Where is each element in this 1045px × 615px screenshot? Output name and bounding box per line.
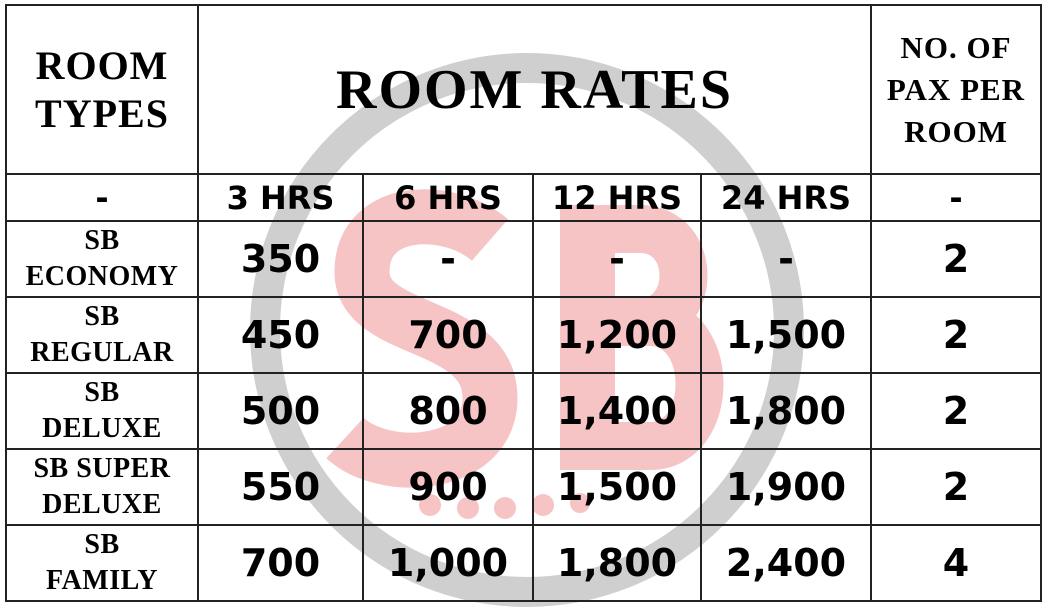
rate-cell: 900 (362, 448, 534, 526)
pax-cell: 2 (870, 448, 1042, 526)
room-rates-table: ROOM TYPES ROOM RATES NO. OF PAX PER ROO… (5, 4, 1042, 602)
rate-cell: - (362, 220, 534, 298)
rate-cell: 1,500 (700, 296, 872, 374)
subheader-pax: - (870, 173, 1042, 222)
table-row: SB SUPER DELUXE 550 900 1,500 1,900 2 (5, 448, 1042, 526)
room-type-name: SB ECONOMY (5, 220, 199, 298)
rate-cell: 1,800 (700, 372, 872, 450)
room-type-line1: SB (84, 377, 120, 408)
table-row: SB DELUXE 500 800 1,400 1,800 2 (5, 372, 1042, 450)
rate-cell: 800 (362, 372, 534, 450)
rate-cell: 500 (197, 372, 364, 450)
subheader-6hrs: 6 HRS (362, 173, 534, 222)
rate-cell: 1,400 (532, 372, 702, 450)
rate-cell: 350 (197, 220, 364, 298)
room-type-line1: SB (84, 225, 120, 256)
rate-cell: 550 (197, 448, 364, 526)
header-pax-per-room: NO. OF PAX PER ROOM (870, 4, 1042, 175)
rate-cell: - (700, 220, 872, 298)
room-type-line2: DELUXE (42, 489, 162, 520)
room-type-name: SB FAMILY (5, 524, 199, 602)
rate-cell: 1,200 (532, 296, 702, 374)
rate-cell: 2,400 (700, 524, 872, 602)
subheader-24hrs: 24 HRS (700, 173, 872, 222)
subheader-room-types: - (5, 173, 199, 222)
room-type-name: SB REGULAR (5, 296, 199, 374)
subheader-3hrs: 3 HRS (197, 173, 364, 222)
pax-cell: 2 (870, 220, 1042, 298)
room-type-line2: FAMILY (46, 565, 158, 596)
pax-cell: 4 (870, 524, 1042, 602)
rate-cell: 700 (197, 524, 364, 602)
pax-cell: 2 (870, 296, 1042, 374)
rate-cell: 1,900 (700, 448, 872, 526)
header-room-rates: ROOM RATES (197, 4, 872, 175)
rate-cell: 1,500 (532, 448, 702, 526)
table-row: SB REGULAR 450 700 1,200 1,500 2 (5, 296, 1042, 374)
room-type-line2: ECONOMY (25, 261, 179, 292)
pax-cell: 2 (870, 372, 1042, 450)
header-room-types: ROOM TYPES (5, 4, 199, 175)
room-type-name: SB DELUXE (5, 372, 199, 450)
rate-cell: 1,000 (362, 524, 534, 602)
room-type-line1: SB (84, 301, 120, 332)
rate-cell: 1,800 (532, 524, 702, 602)
room-type-line2: REGULAR (30, 337, 174, 368)
room-type-line1: SB SUPER (33, 453, 171, 484)
subheader-12hrs: 12 HRS (532, 173, 702, 222)
room-type-line2: DELUXE (42, 413, 162, 444)
rate-cell: 450 (197, 296, 364, 374)
rate-cell: - (532, 220, 702, 298)
table-row: SB ECONOMY 350- - -2 (5, 220, 1042, 298)
rate-cell: 700 (362, 296, 534, 374)
room-type-name: SB SUPER DELUXE (5, 448, 199, 526)
table-row: SB FAMILY 700 1,000 1,800 2,400 4 (5, 524, 1042, 602)
room-type-line1: SB (84, 529, 120, 560)
